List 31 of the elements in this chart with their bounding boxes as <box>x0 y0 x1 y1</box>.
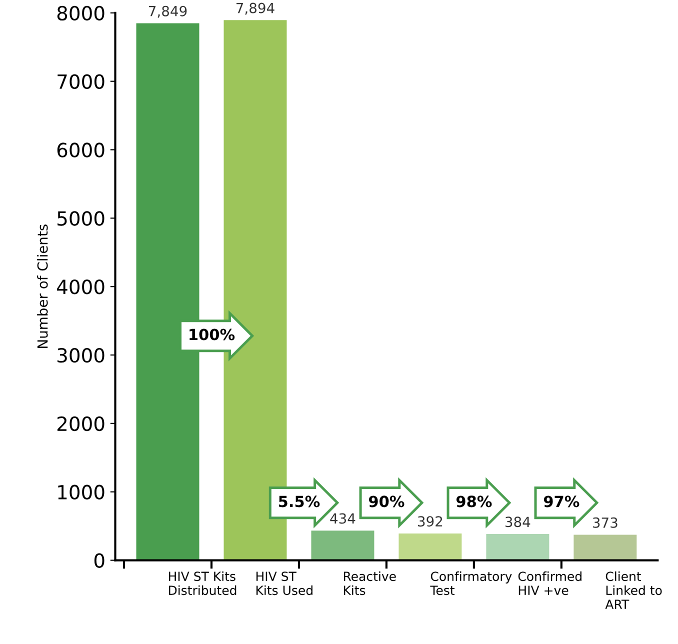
y-tick-label: 6000 <box>57 142 104 158</box>
data-label: 384 <box>505 516 530 528</box>
x-tick-label: HIV ST Kits Used <box>256 572 312 596</box>
data-label: 7,849 <box>149 6 187 18</box>
y-tick-label: 1000 <box>58 484 104 500</box>
x-tick-label: HIV ST Kits Distributed <box>168 571 236 596</box>
bar <box>574 534 637 560</box>
x-tick-label: Confirmatory Test <box>430 571 512 596</box>
y-tick-label: 8000 <box>57 6 104 21</box>
annotation: 100% <box>190 328 235 340</box>
x-tick-label: Reactive Kits <box>344 571 396 596</box>
y-axis-title: Number of Clients <box>37 224 48 348</box>
x-tick-label: Client Linked to ART <box>605 571 662 609</box>
data-label: 7,894 <box>236 2 274 15</box>
y-tick-label: 5000 <box>58 211 104 226</box>
bar <box>398 533 462 560</box>
x-tick-label: Confirmed HIV +ve <box>518 571 582 596</box>
y-tick-label: 4000 <box>57 280 104 294</box>
data-label: 373 <box>592 517 618 528</box>
annotation: 98% <box>456 496 492 508</box>
annotation: 90% <box>368 496 404 508</box>
bar <box>311 530 374 560</box>
data-label: 434 <box>330 513 356 524</box>
data-label: 392 <box>418 516 442 527</box>
annotation: 5.5% <box>278 496 320 508</box>
y-tick-label: 0 <box>94 553 104 568</box>
annotation: 97% <box>544 496 580 508</box>
bar <box>486 534 550 560</box>
y-tick-label: 2000 <box>57 416 104 432</box>
y-tick-label: 3000 <box>58 348 104 363</box>
y-tick-label: 7000 <box>58 74 104 89</box>
